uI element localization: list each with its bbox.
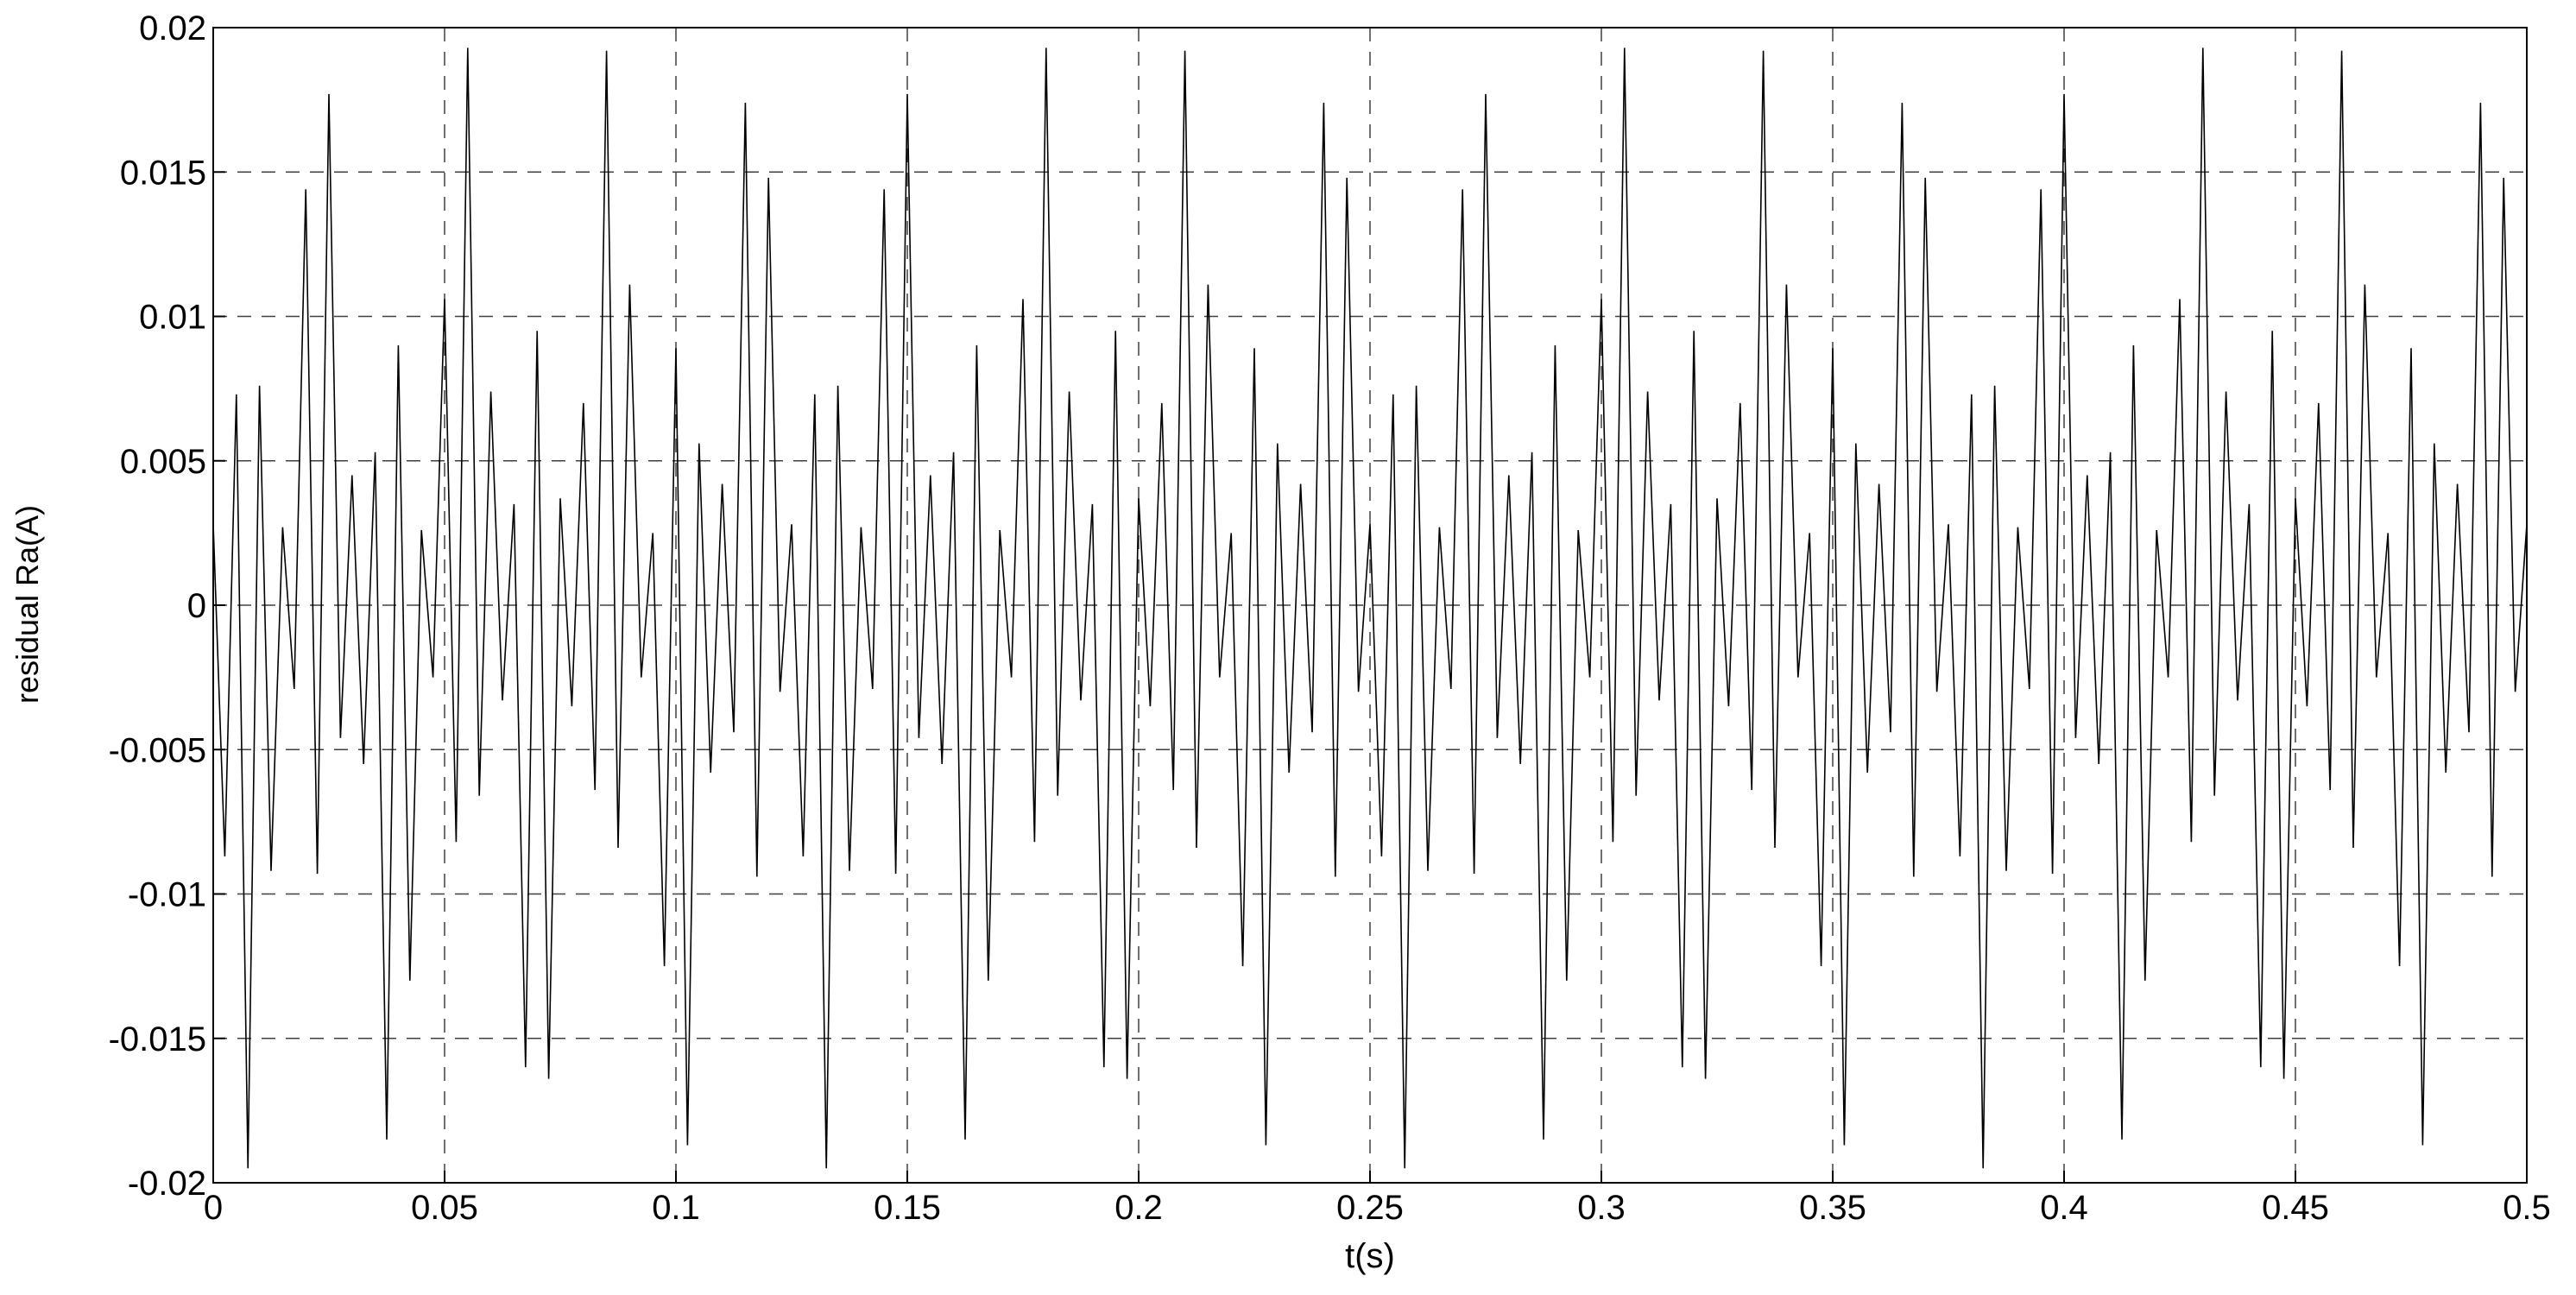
x-tick-label: 0.35 (1799, 1189, 1866, 1227)
y-tick-label: 0 (187, 587, 206, 625)
x-tick-label: 0.3 (1577, 1189, 1626, 1227)
x-tick-label: 0.5 (2503, 1189, 2551, 1227)
y-tick-label: -0.02 (128, 1165, 206, 1203)
x-tick-label: 0.05 (411, 1189, 478, 1227)
y-axis-label: residual Ra(A) (9, 505, 45, 704)
y-tick-label: 0.005 (120, 443, 206, 481)
x-tick-label: 0.1 (652, 1189, 700, 1227)
x-tick-label: 0.45 (2262, 1189, 2329, 1227)
x-axis-label: t(s) (1345, 1237, 1395, 1275)
line-series (212, 47, 2528, 1169)
x-tick-label: 0.15 (874, 1189, 941, 1227)
y-tick-label: 0.02 (139, 9, 206, 47)
x-tick-label: 0.25 (1336, 1189, 1404, 1227)
y-tick-label: -0.005 (109, 731, 206, 769)
y-tick-label: 0.015 (120, 154, 206, 192)
y-tick-label: -0.01 (128, 876, 206, 914)
x-tick-label: 0 (204, 1189, 223, 1227)
y-tick-label: 0.01 (139, 299, 206, 337)
y-tick-label: -0.015 (109, 1020, 206, 1058)
x-tick-label: 0.2 (1114, 1189, 1163, 1227)
x-tick-label: 0.4 (2040, 1189, 2088, 1227)
plot-frame (212, 27, 2528, 1184)
